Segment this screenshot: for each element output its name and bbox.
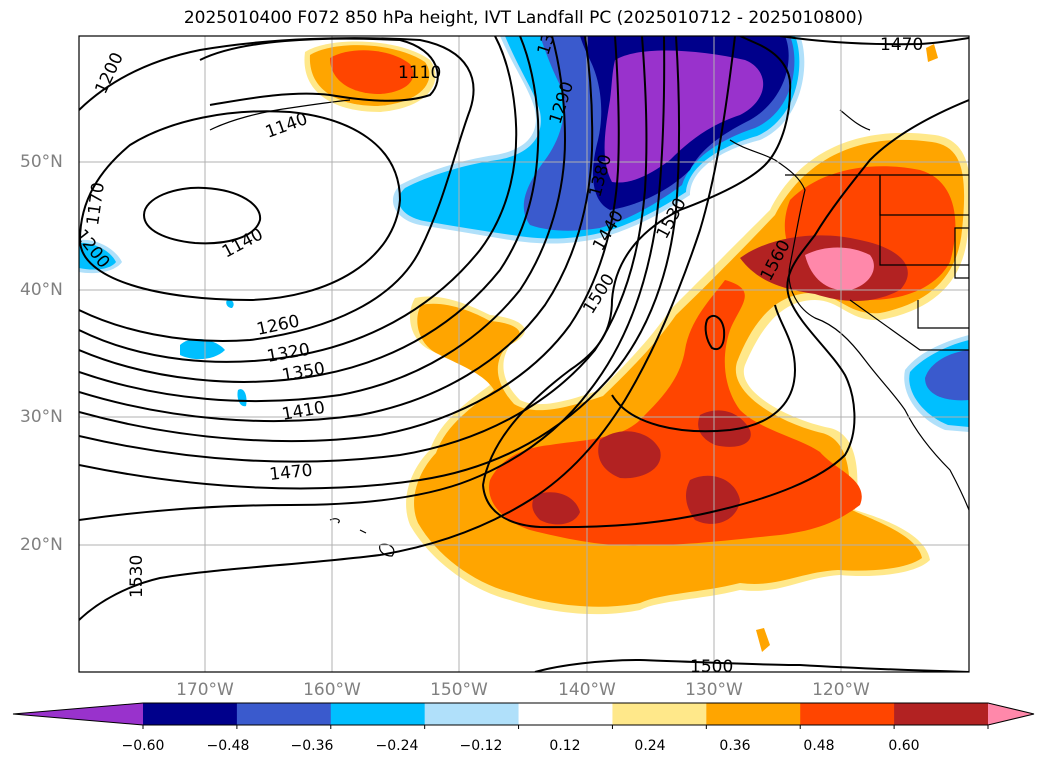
colorbar-segment bbox=[612, 703, 707, 725]
map-frame bbox=[78, 35, 970, 673]
contour-label: 1110 bbox=[398, 63, 441, 83]
colorbar-tick-label: −0.48 bbox=[206, 738, 250, 754]
colorbar-segment bbox=[143, 703, 238, 725]
lon-label: 160°W bbox=[303, 680, 361, 700]
colorbar-tick-label: 0.60 bbox=[888, 738, 920, 754]
colorbar-tick-label: −0.24 bbox=[375, 738, 419, 754]
colorbar-segment bbox=[424, 703, 520, 725]
colorbar-segment bbox=[706, 703, 801, 725]
contour-label: 1500 bbox=[690, 657, 733, 677]
lat-label: 20°N bbox=[20, 535, 63, 555]
colorbar-tick-label: −0.60 bbox=[121, 738, 165, 754]
colorbar-segment bbox=[800, 703, 895, 725]
negative-ivt-shading bbox=[79, 36, 969, 432]
colorbar-tick-label: −0.36 bbox=[290, 738, 334, 754]
contour-label: 1530 bbox=[127, 555, 147, 598]
colorbar-segment bbox=[236, 703, 332, 725]
colorbar-tick-label: 0.48 bbox=[803, 738, 835, 754]
colorbar-segment bbox=[518, 703, 613, 725]
colorbar-tick-label: 0.36 bbox=[719, 738, 751, 754]
colorbar-segment bbox=[330, 703, 426, 725]
colorbar-tick-label: −0.12 bbox=[459, 738, 503, 754]
lat-label: 40°N bbox=[20, 280, 63, 300]
contour-label: 1470 bbox=[268, 461, 313, 485]
colorbar bbox=[12, 702, 1035, 729]
colorbar-arrow-left bbox=[13, 703, 143, 725]
colorbar-segment bbox=[894, 703, 989, 725]
lon-label: 130°W bbox=[685, 680, 743, 700]
lon-label: 140°W bbox=[558, 680, 616, 700]
coastlines bbox=[209, 99, 969, 557]
positive-ivt-shading bbox=[304, 41, 969, 652]
map-title: 2025010400 F072 850 hPa height, IVT Land… bbox=[183, 8, 864, 28]
lat-label: 50°N bbox=[20, 152, 63, 172]
lat-label: 30°N bbox=[20, 407, 63, 427]
lon-label: 120°W bbox=[812, 680, 870, 700]
colorbar-arrow-right bbox=[988, 703, 1034, 725]
contour-label: 1470 bbox=[880, 35, 923, 55]
colorbar-tick-label: 0.24 bbox=[634, 738, 666, 754]
map-plot-area: 1200 1110 1140 1170 1140 1200 1290 1380 … bbox=[79, 35, 969, 677]
lon-label: 170°W bbox=[176, 680, 234, 700]
height-contours bbox=[79, 36, 969, 672]
lon-label: 150°W bbox=[430, 680, 488, 700]
colorbar-tick-label: 0.12 bbox=[549, 738, 581, 754]
